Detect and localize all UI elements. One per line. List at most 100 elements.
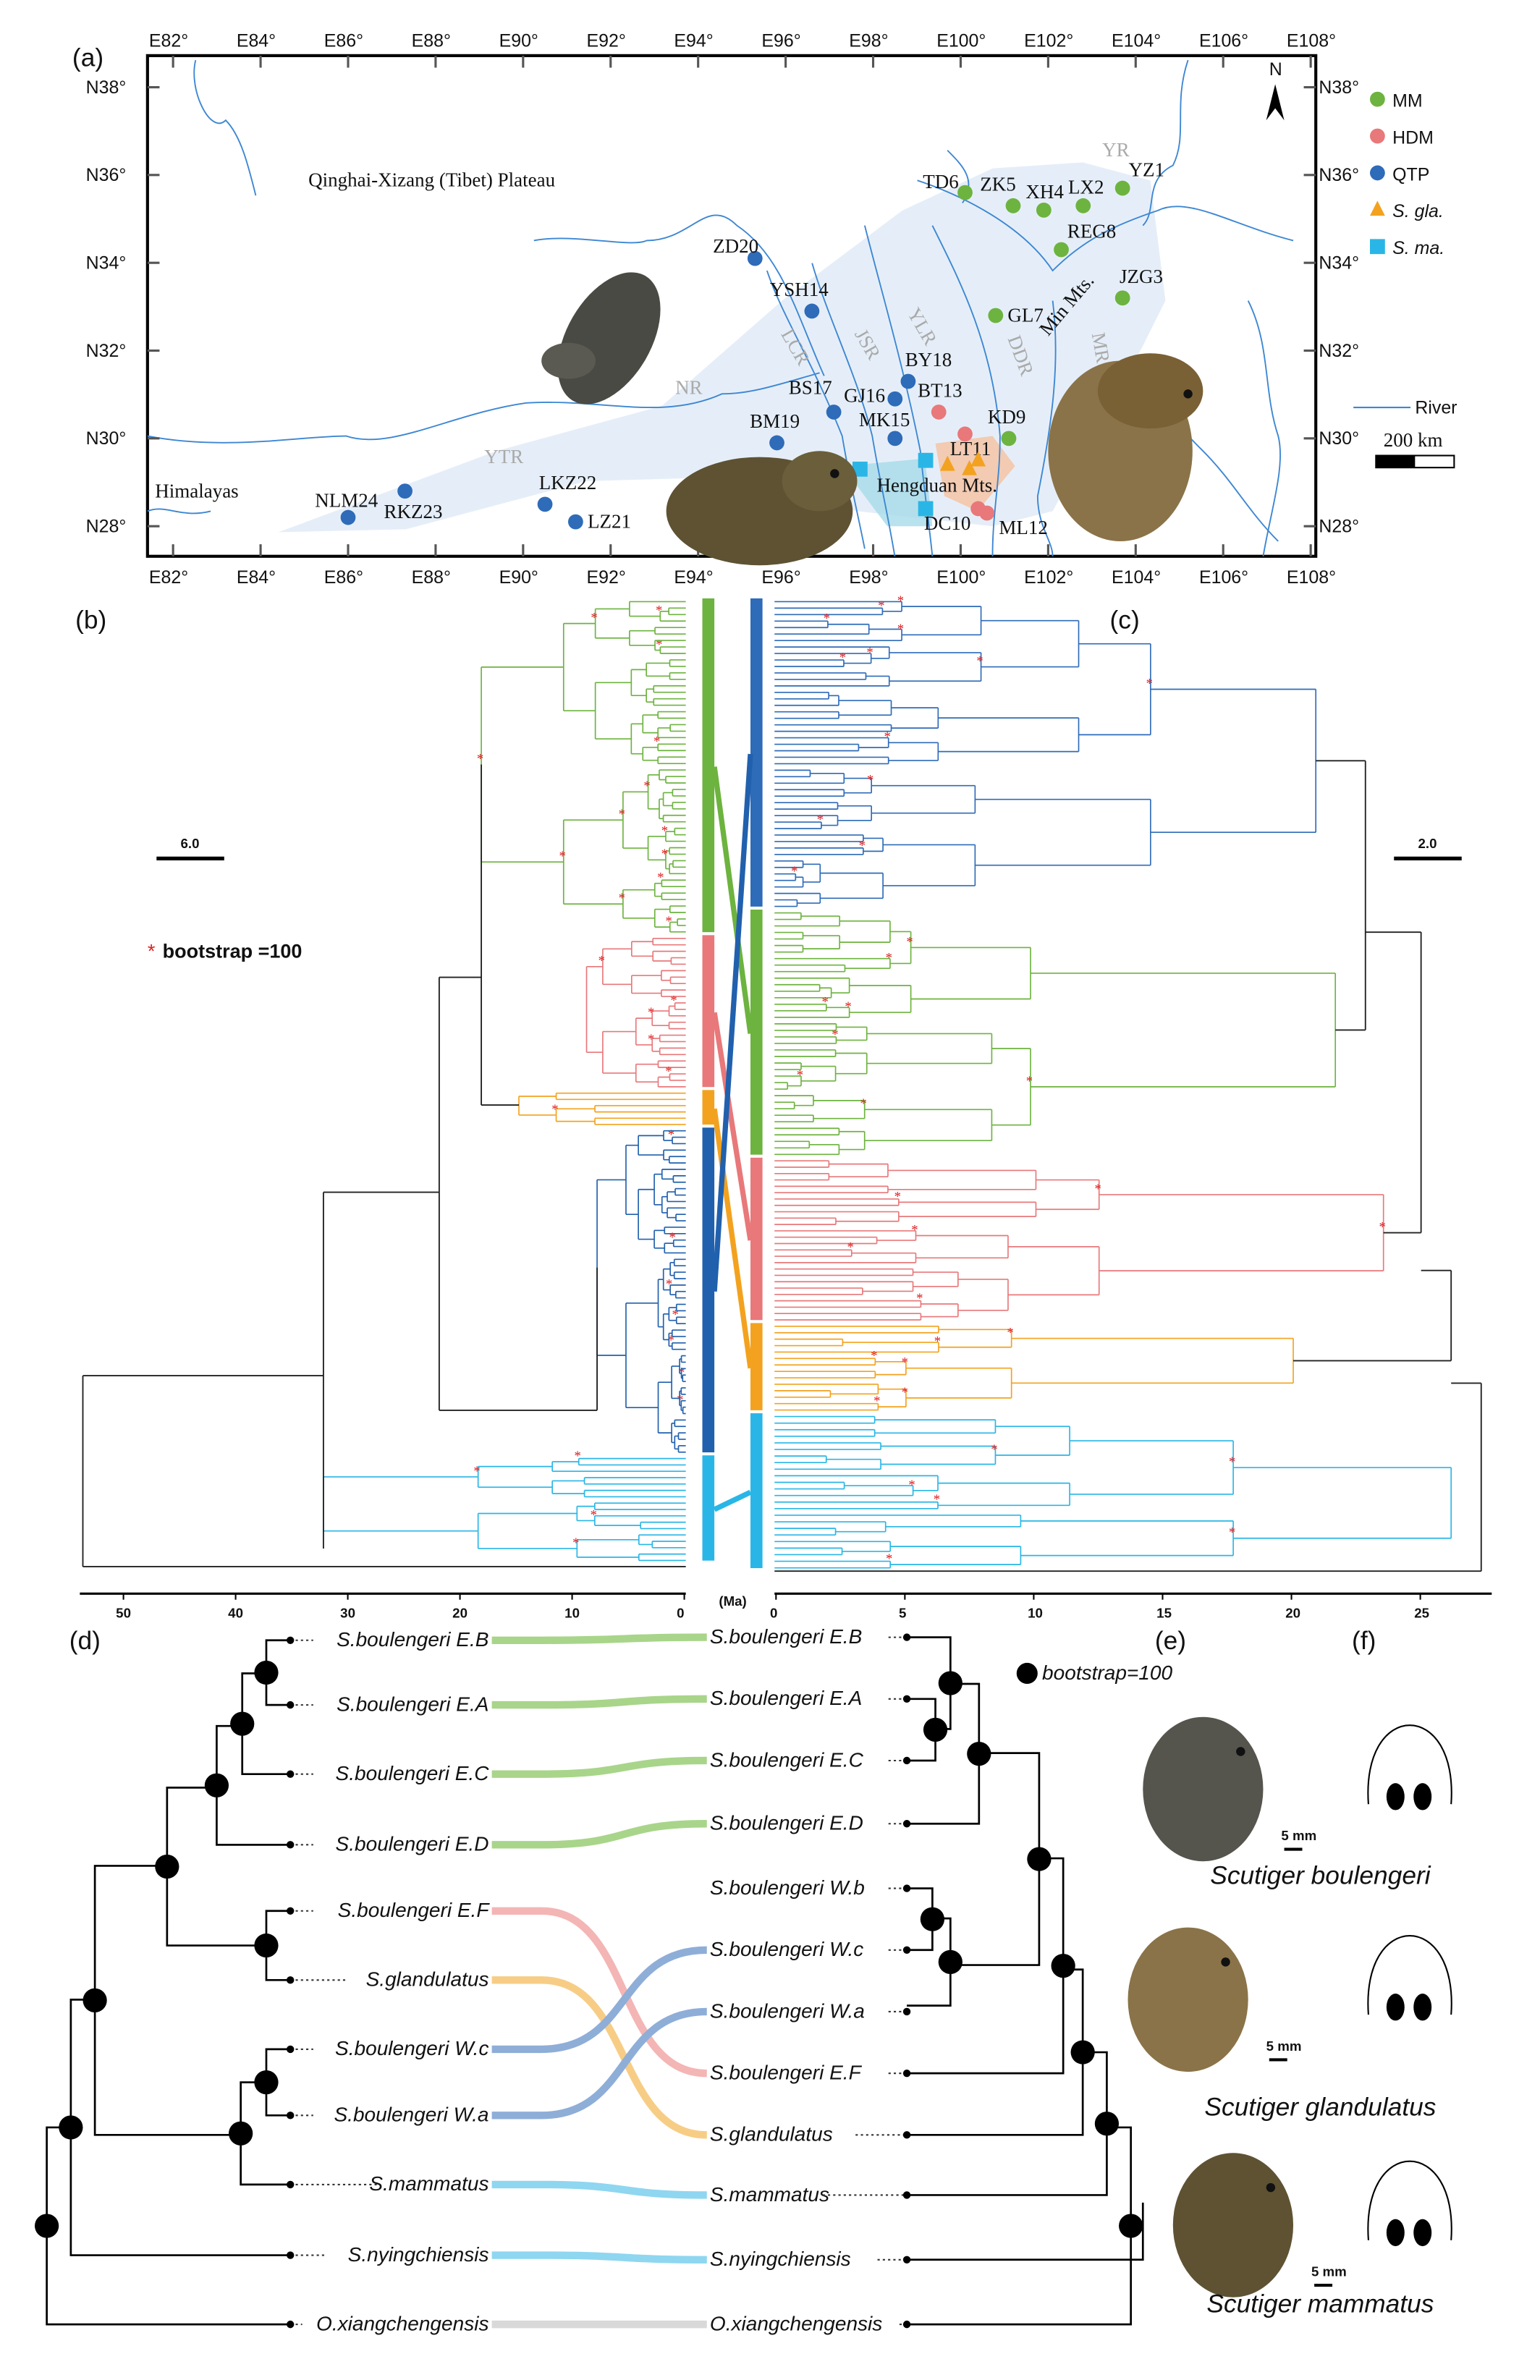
bootstrap-asterisk: * — [845, 999, 851, 1015]
sampling-sites: TD6 ZK5 XH4 LX2 YZ1 REG8 JZG3 GL7 KD9 ZD20 YSH14 BY… — [315, 158, 1164, 538]
bootstrap-asterisk: * — [1007, 1325, 1013, 1340]
legend-marker — [1370, 200, 1385, 216]
bootstrap-asterisk: * — [1379, 1219, 1385, 1235]
site-label: LT11 — [950, 438, 991, 460]
bootstrap-asterisk: * — [934, 1334, 941, 1350]
site-marker — [931, 405, 947, 420]
clade-bar-c — [750, 598, 763, 907]
clade-bar-c — [750, 1323, 763, 1410]
clade-bar-b — [702, 598, 715, 933]
lat-tick-label: N30° — [86, 428, 127, 449]
lon-tick-label: E104° — [1112, 567, 1161, 588]
axis-tick-label: 0 — [677, 1606, 684, 1621]
bootstrap-asterisk: * — [648, 1032, 654, 1047]
lon-tick-label: E106° — [1199, 30, 1248, 51]
bootstrap-legend-d: bootstrap=100 — [1042, 1661, 1172, 1684]
lon-tick-label: E102° — [1024, 30, 1073, 51]
bootstrap-asterisk: * — [559, 849, 566, 864]
site-marker — [900, 373, 916, 389]
right-taxon-label: S.boulengeri W.b — [710, 1876, 865, 1899]
clade-connector — [711, 766, 753, 1034]
taxon-links — [491, 1633, 707, 2329]
lat-tick-label: N36° — [86, 165, 127, 185]
axis-tick-label: 25 — [1414, 1606, 1429, 1621]
axis-tick-label: 15 — [1156, 1606, 1172, 1621]
site-label: XH4 — [1025, 181, 1064, 203]
bootstrap-asterisk: * — [619, 891, 625, 906]
legend-label: HDM — [1392, 127, 1434, 148]
lon-tick-label: E106° — [1199, 567, 1248, 588]
axis-tick-label: 40 — [228, 1606, 243, 1621]
axis-tick-label: 50 — [116, 1606, 131, 1621]
clade-bar-c — [750, 910, 763, 1155]
right-taxon-label: S.boulengeri W.a — [710, 1999, 865, 2022]
bootstrap-asterisk: * — [897, 622, 904, 637]
legend-marker — [1370, 239, 1385, 255]
bootstrap-node — [1119, 2214, 1143, 2238]
taxon-link — [491, 2251, 707, 2263]
bootstrap-asterisk: * — [648, 1005, 654, 1020]
species-caption: Scutiger glandulatus — [1204, 2093, 1436, 2121]
s-gla-marker — [939, 455, 955, 471]
bootstrap-asterisk: * — [871, 1349, 877, 1364]
legend-label: S. ma. — [1392, 238, 1444, 258]
bootstrap-asterisk: * — [878, 598, 884, 614]
lat-tick-label: N38° — [1319, 77, 1359, 98]
legend-label: QTP — [1392, 164, 1429, 185]
lon-tick-label: E92° — [587, 30, 626, 51]
bootstrap-asterisk: * — [906, 934, 913, 949]
river-label: MR — [1088, 331, 1114, 365]
bootstrap-asterisk: * — [670, 993, 677, 1008]
site-label: LX2 — [1068, 177, 1104, 198]
site-marker — [826, 405, 842, 420]
site-marker — [887, 391, 903, 407]
taxon-link — [491, 1907, 707, 2078]
lon-tick-label: E108° — [1287, 30, 1336, 51]
river-label: NR — [675, 376, 703, 398]
site-marker — [1114, 290, 1130, 306]
bootstrap-asterisk: * — [791, 864, 798, 879]
s-gla-marker — [962, 460, 977, 475]
bootstrap-node — [1094, 2112, 1120, 2136]
bootstrap-asterisk: * — [1094, 1182, 1101, 1197]
taxon-link — [491, 1756, 707, 1778]
lon-tick-label: E108° — [1287, 567, 1336, 588]
legend-marker — [1370, 128, 1385, 144]
bootstrap-asterisk: * — [1229, 1454, 1235, 1470]
lon-tick-label: E84° — [237, 30, 276, 51]
mouth-drawing-gland — [1386, 1994, 1405, 2021]
lon-tick-label: E90° — [499, 30, 538, 51]
site-label: JZG3 — [1120, 266, 1163, 287]
taxon-link — [491, 1946, 707, 2054]
bootstrap-asterisk: * — [867, 773, 873, 788]
river-legend-label: River — [1415, 397, 1457, 418]
bootstrap-asterisk: * — [839, 650, 846, 665]
bootstrap-node — [1051, 1953, 1075, 1978]
bootstrap-asterisk: * — [1026, 1074, 1033, 1089]
clade-bar-b — [702, 935, 715, 1088]
legend-label: S. gla. — [1392, 201, 1444, 221]
clade-bar-c — [750, 1157, 763, 1321]
leaf-dot — [902, 2007, 911, 2016]
bootstrap-asterisk: * — [916, 1291, 923, 1306]
site-marker — [804, 303, 820, 319]
bootstrap-asterisk: * — [847, 1240, 854, 1255]
axis-tick-label: 20 — [452, 1606, 468, 1621]
right-taxon-label: S.glandulatus — [710, 2123, 833, 2146]
panel-label-f: (f) — [1352, 1627, 1376, 1655]
bootstrap-asterisk: * — [860, 1096, 866, 1111]
bootstrap-asterisk: * — [643, 779, 650, 794]
bootstrap-asterisk: * — [884, 729, 890, 745]
site-label: YSH14 — [770, 279, 829, 300]
taxon-link — [491, 1695, 707, 1709]
left-taxon-label: S.boulengeri E.D — [336, 1833, 489, 1855]
mouth-drawing-gland — [1386, 1783, 1405, 1811]
clade-bars — [702, 598, 763, 1569]
site-label: RKZ23 — [384, 501, 443, 522]
right-taxon-label: S.nyingchiensis — [710, 2248, 851, 2270]
site-label: ML12 — [999, 517, 1048, 538]
bootstrap-asterisk: * — [661, 847, 668, 862]
site-marker — [397, 483, 412, 499]
bootstrap-asterisk: * — [653, 734, 660, 750]
